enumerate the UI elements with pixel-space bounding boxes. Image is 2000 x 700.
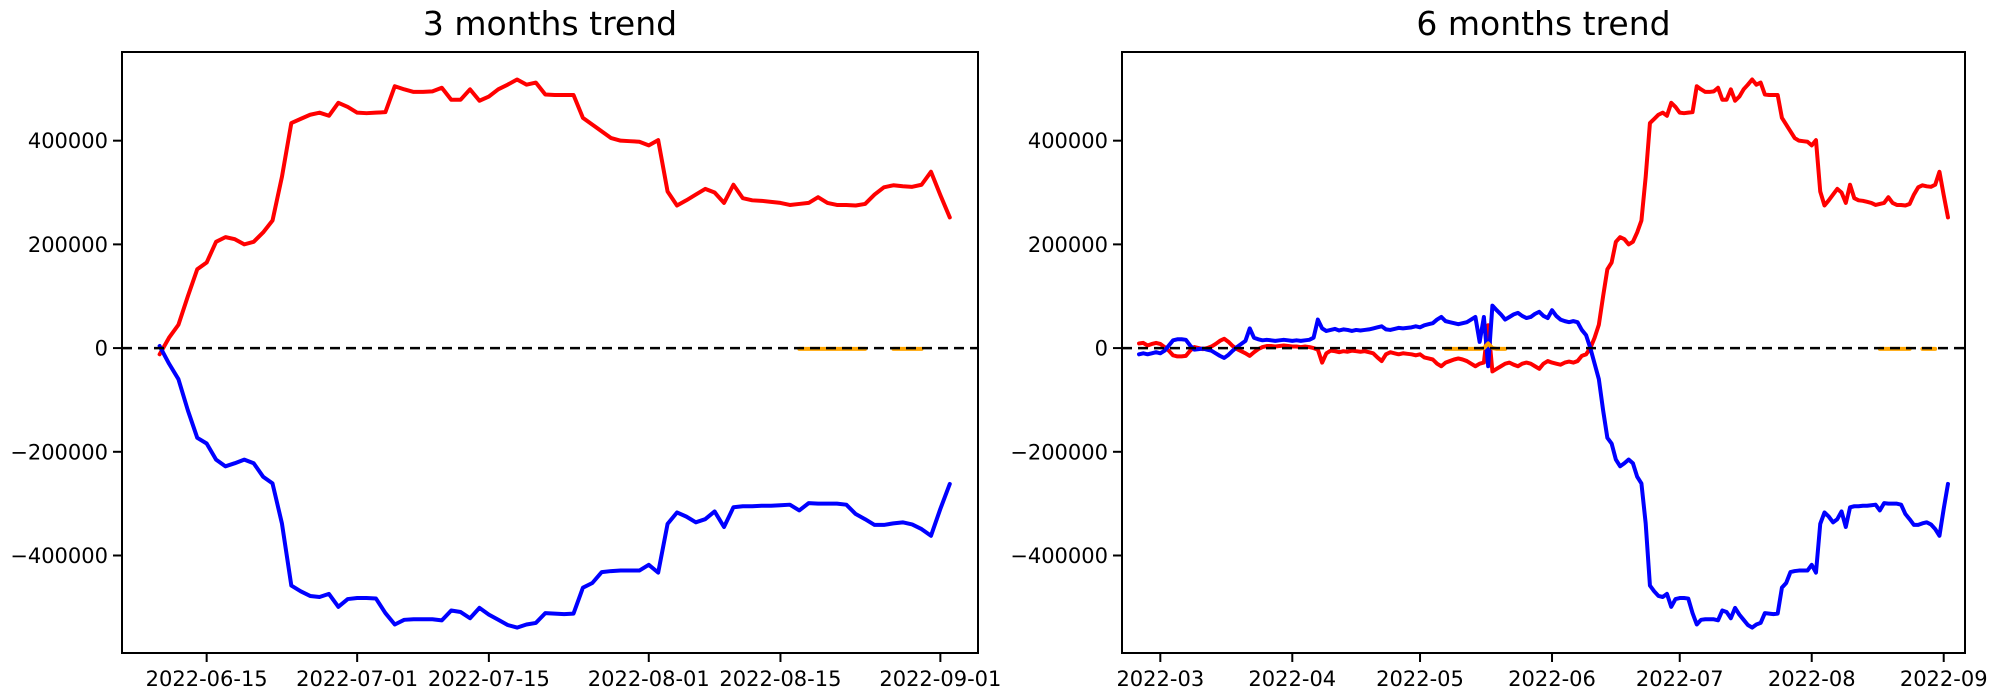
x-tick-label: 2022-07-01 (296, 667, 418, 691)
blue-series-line (157, 344, 952, 630)
chart-title-6-months: 6 months trend (1416, 4, 1671, 43)
x-tick-label: 2022-06-15 (146, 667, 268, 691)
chart-6-months-plot: 400000 200000 0 −200000 −400000 2022-03 2022-0… (1010, 51, 1988, 691)
y-tick-label: 200000 (1028, 233, 1108, 257)
chart-3-months: 400000 200000 0 −200000 −400000 2022-06-15 202… (10, 4, 1000, 692)
x-tick-label: 2022-05 (1376, 667, 1464, 691)
chart-title-3-months: 3 months trend (422, 4, 678, 43)
blue-series-line (1137, 303, 1950, 630)
x-tick-label: 2022-09 (1900, 667, 1988, 691)
red-series-line (1137, 77, 1950, 374)
y-tick-label: 200000 (28, 233, 108, 257)
chart-6-months: 400000 200000 0 −200000 −400000 2022-03 2022-0… (1000, 0, 2000, 700)
y-tick-label: −400000 (1010, 544, 1108, 568)
x-tick-label: 2022-03 (1116, 667, 1204, 691)
y-tick-label: 400000 (28, 129, 108, 153)
x-tick-label: 2022-07 (1636, 667, 1724, 691)
y-tick-label: −400000 (10, 544, 108, 568)
x-tick-label: 2022-07-15 (428, 667, 550, 691)
y-tick-label: −200000 (10, 440, 108, 464)
y-tick-label: 400000 (1028, 129, 1108, 153)
x-tick-label: 2022-04 (1248, 667, 1336, 691)
x-tick-label: 2022-09-01 (879, 667, 1000, 691)
chart-3-months-plot: 400000 200000 0 −200000 −400000 2022-06-15 202… (10, 51, 1000, 691)
y-tick-label: −200000 (1010, 440, 1108, 464)
x-tick-label: 2022-08-15 (719, 667, 841, 691)
y-tick-label: 0 (95, 337, 108, 361)
y-tick-label: 0 (1095, 337, 1108, 361)
x-tick-label: 2022-08 (1768, 667, 1856, 691)
plot-border (121, 51, 979, 654)
red-series-line (157, 77, 952, 357)
x-tick-label: 2022-08-01 (588, 667, 710, 691)
plot-border (1121, 51, 1966, 654)
x-tick-label: 2022-06 (1508, 667, 1596, 691)
